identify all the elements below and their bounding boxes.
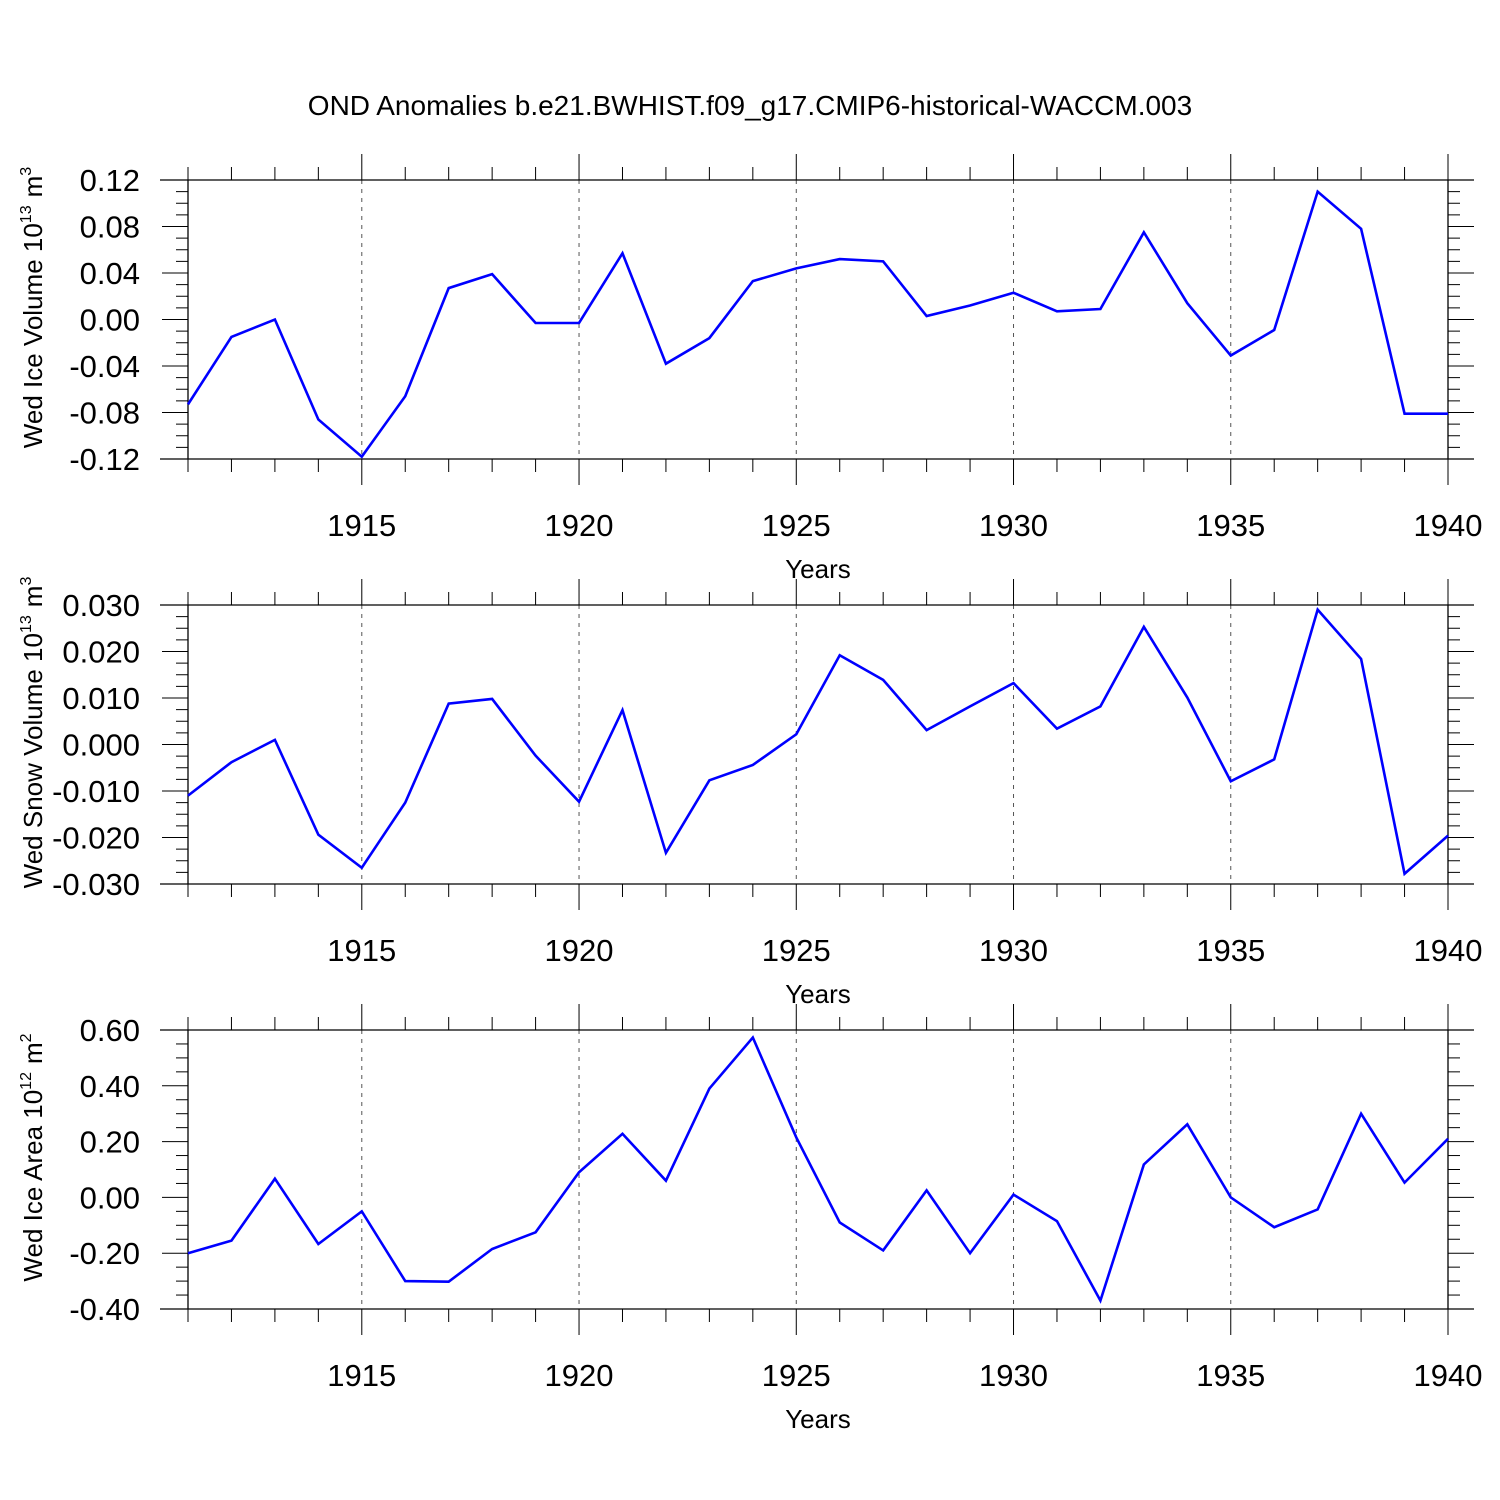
- x-tick-label: 1935: [1196, 1358, 1265, 1393]
- x-tick-label: 1940: [1414, 1358, 1483, 1393]
- series-line-1: [187, 1035, 1449, 1304]
- y-axis-title-exponent: 12: [18, 1072, 35, 1090]
- y-axis-title-unit-exponent: 2: [18, 1033, 35, 1042]
- x-tick-label: 1920: [545, 933, 614, 968]
- y-tick-label: 0.60: [80, 1013, 140, 1048]
- chart-title: OND Anomalies b.e21.BWHIST.f09_g17.CMIP6…: [308, 90, 1192, 121]
- y-tick-label: -0.04: [69, 349, 140, 384]
- y-axis-title-unit: m: [18, 1042, 48, 1064]
- x-tick-label: 1935: [1196, 508, 1265, 543]
- x-tick-label: 1915: [327, 508, 396, 543]
- y-axis-title: Wed Snow Volume 1013 m3: [18, 577, 48, 889]
- y-tick-label: 0.00: [80, 303, 140, 338]
- y-axis-title-unit: m: [18, 586, 48, 608]
- y-axis-title-exponent: 13: [18, 615, 35, 633]
- y-tick-label: 0.020: [62, 635, 140, 670]
- x-tick-label: 1915: [327, 1358, 396, 1393]
- y-tick-label: -0.12: [69, 442, 140, 477]
- y-tick-label: -0.40: [69, 1292, 140, 1327]
- x-tick-label: 1935: [1196, 933, 1265, 968]
- panel-1: 0.12 0.08 0.04 0.00 -0.04 -0.08 -0.12 1915 1920 1…: [18, 154, 1482, 584]
- y-axis-title-exponent: 13: [18, 205, 35, 223]
- panels-container: 0.12 0.08 0.04 0.00 -0.04 -0.08 -0.12 1915 1920 1…: [18, 154, 1482, 1434]
- x-tick-label: 1920: [545, 508, 614, 543]
- x-axis-title: Years: [785, 554, 851, 584]
- series-line-1: [187, 607, 1449, 877]
- y-tick-label: -0.20: [69, 1236, 140, 1271]
- y-axis-title-unit-exponent: 3: [18, 167, 35, 176]
- y-tick-label: 0.04: [80, 256, 140, 291]
- y-tick-label: 0.030: [62, 588, 140, 623]
- y-axis-title: Wed Ice Volume 1013 m3: [18, 167, 48, 448]
- y-tick-label: 0.20: [80, 1125, 140, 1160]
- x-tick-label: 1915: [327, 933, 396, 968]
- panel-2: 0.030 0.020 0.010 0.000 -0.010 -0.020 -0.030 19…: [18, 577, 1482, 1009]
- x-tick-label: 1930: [979, 933, 1048, 968]
- x-tick-label: 1925: [762, 933, 831, 968]
- y-axis-title-unit-exponent: 3: [18, 577, 35, 586]
- x-tick-label: 1930: [979, 1358, 1048, 1393]
- y-tick-label: 0.40: [80, 1069, 140, 1104]
- x-axis-title: Years: [785, 1404, 851, 1434]
- x-tick-label: 1940: [1414, 933, 1483, 968]
- y-axis-title-main: Wed Snow Volume 10: [18, 633, 48, 888]
- y-axis-title-main: Wed Ice Volume 10: [18, 223, 48, 448]
- y-axis-title-main: Wed Ice Area 10: [18, 1090, 48, 1282]
- y-tick-label: 0.00: [80, 1180, 140, 1215]
- x-axis-title: Years: [785, 979, 851, 1009]
- panel-3: 0.60 0.40 0.20 0.00 -0.20 -0.40 1915 1920 1925 19…: [18, 1004, 1482, 1434]
- x-tick-label: 1940: [1414, 508, 1483, 543]
- y-tick-label: 0.000: [62, 728, 140, 763]
- x-tick-label: 1925: [762, 1358, 831, 1393]
- y-tick-label: 0.08: [80, 210, 140, 245]
- y-tick-label: -0.020: [52, 821, 140, 856]
- x-tick-label: 1925: [762, 508, 831, 543]
- series-line-1: [186, 189, 1448, 459]
- y-tick-label: 0.010: [62, 681, 140, 716]
- y-tick-label: -0.08: [69, 396, 140, 431]
- y-axis-title: Wed Ice Area 1012 m2: [18, 1033, 48, 1281]
- y-tick-label: 0.12: [80, 163, 140, 198]
- x-tick-label: 1920: [545, 1358, 614, 1393]
- y-axis-title-unit: m: [18, 176, 48, 198]
- y-tick-label: -0.030: [52, 867, 140, 902]
- y-tick-label: -0.010: [52, 774, 140, 809]
- x-tick-label: 1930: [979, 508, 1048, 543]
